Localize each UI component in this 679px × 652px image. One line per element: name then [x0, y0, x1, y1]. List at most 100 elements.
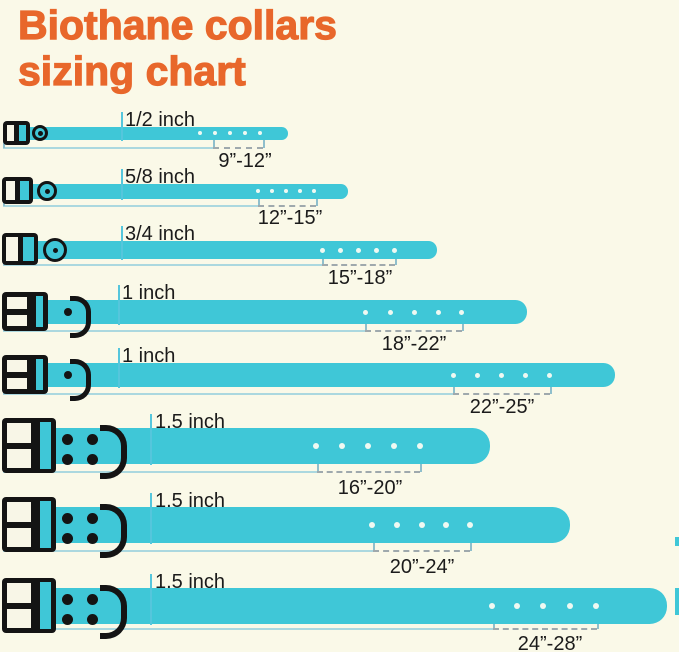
buckle-strap-tail [36, 296, 43, 327]
collar-hole [369, 522, 375, 528]
ring-pin-dot [44, 188, 50, 194]
collar-hole [498, 372, 504, 378]
buckle-rivet [61, 453, 73, 465]
collar-hole [228, 131, 232, 135]
collar-hole [312, 189, 316, 193]
length-bracket-dotted [258, 205, 316, 207]
buckle-rivet [86, 433, 98, 445]
buckle-strap-tail [36, 359, 43, 390]
bracket-tick-mid [493, 621, 495, 629]
d-ring-pin-dot [64, 371, 72, 379]
buckle-window-bottom [7, 448, 31, 468]
bracket-tick-end [420, 464, 422, 472]
width-measure-tick [121, 226, 123, 260]
length-bracket-solid [3, 393, 453, 395]
width-measure-tick [121, 112, 123, 141]
bracket-tick-end [597, 621, 599, 629]
neck-size-range-label: 20”-24” [389, 556, 455, 578]
buckle-window-top [7, 423, 31, 443]
buckle-rivet [61, 532, 73, 544]
bracket-tick-mid [373, 543, 375, 551]
bracket-tick-end [395, 257, 397, 265]
title-line-2: sizing chart [17, 48, 246, 95]
length-bracket-dotted [453, 393, 550, 395]
bracket-tick-mid [317, 464, 319, 472]
ring-pin-dot [37, 130, 43, 136]
bracket-tick-mid [365, 323, 367, 331]
buckle-window [6, 237, 18, 261]
collar-hole [355, 247, 361, 253]
neck-size-range-label: 9”-12” [218, 150, 272, 172]
cropped-collar-sliver [675, 588, 679, 615]
collar-width-label: 1.5 inch [155, 411, 226, 433]
bracket-tick-end [550, 386, 552, 394]
length-bracket-dotted [493, 628, 597, 630]
length-bracket-dotted [317, 471, 420, 473]
collar-strap [14, 241, 437, 259]
collar-hole [474, 372, 480, 378]
buckle-window [6, 181, 15, 200]
collar-hole [419, 522, 425, 528]
collar-hole [313, 443, 319, 449]
buckle-window-bottom [7, 377, 27, 389]
bracket-tick-end [316, 198, 318, 206]
neck-size-range-label: 15”-18” [327, 267, 393, 289]
length-bracket-solid [3, 205, 258, 207]
collar-hole [198, 131, 202, 135]
collar-hole [270, 189, 274, 193]
bracket-tick-end [462, 323, 464, 331]
width-measure-tick [118, 348, 120, 388]
length-bracket-dotted [322, 264, 395, 266]
collar-hole [489, 603, 495, 609]
buckle-window [7, 125, 14, 141]
buckle-rivet [61, 613, 73, 625]
buckle-rivet [86, 593, 98, 605]
collar-hole [284, 189, 288, 193]
length-bracket-solid [3, 147, 213, 149]
collar-width-label: 1.5 inch [155, 490, 226, 512]
length-bracket-dotted [373, 550, 470, 552]
collar-hole [337, 247, 343, 253]
neck-size-range-label: 18”-22” [381, 333, 447, 355]
bracket-tick-mid [213, 140, 215, 148]
d-ring-icon [100, 585, 127, 639]
d-ring-icon [70, 296, 91, 338]
collar-hole [391, 443, 397, 449]
collar-hole [213, 131, 217, 135]
buckle-rivet [61, 593, 73, 605]
neck-size-range-label: 12”-15” [257, 207, 323, 229]
buckle-window-bottom [7, 527, 31, 547]
collar-hole [258, 131, 262, 135]
length-bracket-solid [3, 264, 322, 266]
buckle-rivet [86, 512, 98, 524]
buckle-window-top [7, 502, 31, 522]
collar-width-label: 1/2 inch [125, 109, 196, 131]
collar-hole [391, 247, 397, 253]
ring-pin-dot [52, 247, 58, 253]
length-bracket-dotted [365, 330, 462, 332]
collar-width-label: 1 inch [122, 282, 176, 304]
bracket-tick-mid [322, 257, 324, 265]
collar-strap [14, 363, 615, 387]
collar-hole [373, 247, 379, 253]
collar-hole [417, 443, 423, 449]
d-ring-icon [100, 504, 127, 558]
collar-hole [567, 603, 573, 609]
page-title: Biothane collars sizing chart [17, 1, 337, 95]
collar-hole [298, 189, 302, 193]
buckle-window-top [7, 360, 27, 372]
collar-strap [14, 127, 288, 140]
collar-hole [593, 603, 599, 609]
width-measure-tick [118, 285, 120, 325]
collar-hole [394, 522, 400, 528]
buckle-window-top [7, 583, 31, 603]
buckle-strap-window [19, 125, 26, 141]
collar-hole [443, 522, 449, 528]
d-ring-icon [100, 425, 127, 479]
collar-hole [540, 603, 546, 609]
bracket-tick-end [470, 543, 472, 551]
buckle-strap-tail [40, 422, 51, 469]
length-bracket-solid [3, 330, 365, 332]
collar-hole [411, 309, 417, 315]
